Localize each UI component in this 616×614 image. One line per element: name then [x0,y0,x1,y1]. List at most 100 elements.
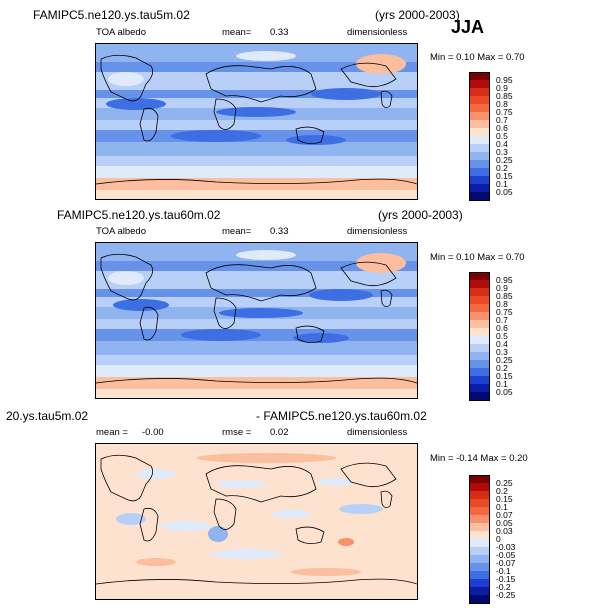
panel1-colorbar: 0.95 0.9 0.85 0.8 0.75 0.7 0.6 0.5 0.4 0.3 0.25 0.2… [469,72,513,201]
colorbar-swatch [469,360,490,369]
colorbar-swatch [469,296,490,305]
panel2-colorbar: 0.95 0.9 0.85 0.8 0.75 0.7 0.6 0.5 0.4 0.3 0.25 0.2… [469,272,513,401]
colorbar-label: -0.25 [496,590,516,600]
colorbar-swatch [469,88,490,97]
colorbar-swatch [469,483,490,492]
panel1-units: dimensionless [347,27,408,38]
panel3-case-right: - FAMIPC5.ne120.ys.tau60m.02 [256,409,427,423]
colorbar-label: 0.7 [496,115,508,125]
panel1-case-title: FAMIPC5.ne120.ys.tau5m.02 [33,8,190,22]
colorbar-swatch [469,336,490,345]
panel1-minmax: Min = 0.10 Max = 0.70 [430,52,525,63]
colorbar-label: 0.95 [496,75,513,85]
panel1-years: (yrs 2000-2003) [375,8,460,22]
colorbar-label: 0.2 [496,486,508,496]
colorbar-label: 0.07 [496,510,513,520]
colorbar-swatch [469,499,490,508]
colorbar-swatch [469,491,490,500]
colorbar-swatch [469,515,490,524]
colorbar-label: 0.5 [496,131,508,141]
colorbar-swatch [469,352,490,361]
panel2-mean-label: mean= [222,226,252,237]
colorbar-label: 0.95 [496,275,513,285]
colorbar-label: 0.8 [496,299,508,309]
colorbar-swatch [469,384,490,393]
colorbar-swatch [469,184,490,193]
colorbar-swatch [469,168,490,177]
colorbar-swatch [469,304,490,313]
colorbar-swatch [469,539,490,548]
colorbar-label: 0.9 [496,83,508,93]
panel3-colorbar: 0.25 0.2 0.15 0.1 0.07 0.05 0.03 0 -0.03 -0.05 -0.… [469,475,515,604]
colorbar-label: -0.03 [496,542,516,552]
colorbar-label: 0.85 [496,291,513,301]
colorbar-label: 0.2 [496,363,508,373]
panel2-units: dimensionless [347,226,408,237]
colorbar-label: 0.1 [496,502,508,512]
colorbar-label: 0.75 [496,107,513,117]
colorbar-swatch [469,288,490,297]
panel2-field [96,243,417,398]
panel3-units: dimensionless [347,427,408,438]
colorbar-label: 0.2 [496,163,508,173]
colorbar-swatch [469,344,490,353]
colorbar-swatch [469,320,490,329]
colorbar-swatch [469,128,490,137]
colorbar-swatch [469,280,490,289]
panel1-map [95,43,418,200]
colorbar-label: 0.9 [496,283,508,293]
colorbar-swatch [469,160,490,169]
panel1-field [96,44,417,199]
colorbar-label: -0.15 [496,574,516,584]
colorbar-swatch [469,152,490,161]
colorbar-swatch [469,312,490,321]
colorbar-label: 0.25 [496,478,513,488]
colorbar-swatch [469,72,490,81]
colorbar-label: 0.05 [496,518,513,528]
panel3-rmse-value: 0.02 [270,427,289,438]
colorbar-label: 0.3 [496,147,508,157]
panel1-mean-value: 0.33 [270,27,289,38]
colorbar-label: 0.3 [496,347,508,357]
colorbar-label: 0.03 [496,526,513,536]
colorbar-swatch [469,80,490,89]
colorbar-swatch [469,120,490,129]
colorbar-label: 0.15 [496,371,513,381]
colorbar-label: 0.5 [496,331,508,341]
colorbar-label: -0.07 [496,558,516,568]
colorbar-label: 0.75 [496,307,513,317]
colorbar-label: 0 [496,534,501,544]
colorbar-label: 0.15 [496,171,513,181]
colorbar-swatch [469,531,490,540]
colorbar-swatch [469,136,490,145]
colorbar-label: 0.6 [496,323,508,333]
panel2-map [95,242,418,399]
colorbar-swatch [469,192,490,201]
colorbar-label: 0.1 [496,379,508,389]
colorbar-swatch [469,96,490,105]
panel3-mean-value: -0.00 [142,427,164,438]
colorbar-label: 0.05 [496,187,513,197]
colorbar-swatch [469,587,490,596]
panel3-map [95,443,418,600]
panel3-mean-label: mean = [96,427,128,438]
panel1-variable: TOA albedo [96,27,147,38]
colorbar-swatch [469,328,490,337]
colorbar-swatch [469,376,490,385]
colorbar-swatch [469,368,490,377]
season-label: JJA [451,17,485,37]
panel2-variable: TOA albedo [96,226,147,237]
panel2-years: (yrs 2000-2003) [378,208,463,222]
panel3-field [96,444,417,599]
colorbar-swatch [469,595,490,604]
colorbar-swatch [469,579,490,588]
colorbar-label: 0.05 [496,387,513,397]
colorbar-label: 0.8 [496,99,508,109]
panel2-mean-value: 0.33 [270,226,289,237]
colorbar-label: 0.85 [496,91,513,101]
colorbar-swatch [469,475,490,484]
colorbar-label: 0.1 [496,179,508,189]
colorbar-label: 0.6 [496,123,508,133]
colorbar-label: 0.4 [496,139,508,149]
panel3-minmax: Min = -0.14 Max = 0.20 [430,453,528,464]
